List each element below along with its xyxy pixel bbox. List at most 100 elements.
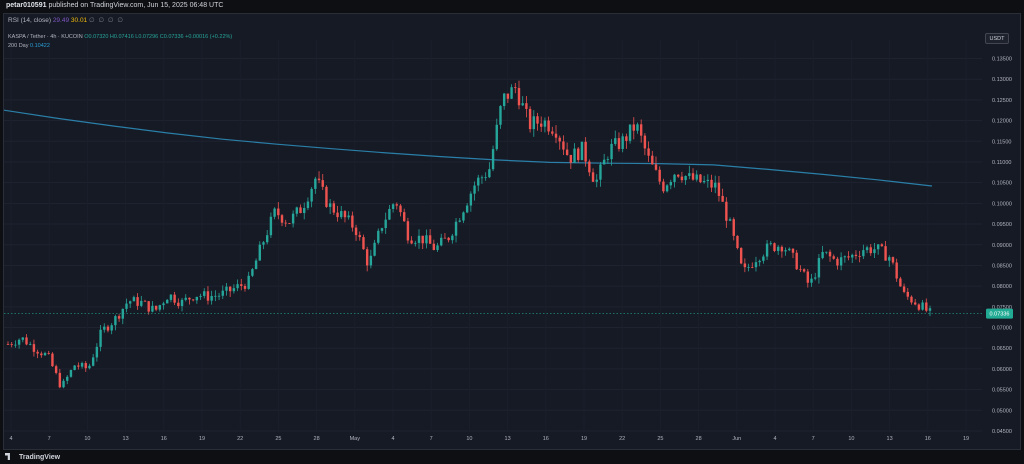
candle — [554, 125, 558, 144]
candle-body — [47, 353, 50, 354]
candle — [258, 241, 261, 261]
x-tick-label: 22 — [237, 436, 243, 442]
candle-body — [10, 344, 13, 345]
candle-body — [536, 116, 539, 124]
candle-body — [265, 235, 269, 243]
candle-body — [913, 302, 917, 305]
candle — [625, 133, 628, 149]
candle — [525, 95, 528, 118]
candle — [103, 323, 106, 333]
candlestick-chart[interactable]: 0.13500 0.13000 0.12500 0.12000 0.11500 0.110… — [0, 0, 1024, 450]
candle-body — [369, 255, 373, 266]
candle — [732, 217, 735, 241]
candle — [802, 268, 806, 273]
candle-body — [299, 207, 302, 214]
candle — [180, 297, 184, 312]
symbol-label[interactable]: KASPA / Tether · 4h · KUCOIN — [8, 34, 83, 40]
y-tick-label: 0.06500 — [992, 346, 1012, 352]
candle — [773, 242, 776, 253]
candle-body — [669, 181, 673, 186]
candle-body — [810, 278, 813, 283]
candle — [517, 80, 521, 110]
candle — [228, 286, 232, 297]
candle — [614, 130, 617, 146]
candle-body — [828, 251, 832, 257]
y-axis: 0.13500 0.13000 0.12500 0.12000 0.11500 0.110… — [992, 57, 1012, 436]
candle-body — [236, 284, 239, 289]
candle — [188, 297, 191, 305]
candle-body — [147, 301, 150, 312]
candle — [132, 295, 136, 302]
candle — [673, 173, 676, 188]
candle — [899, 276, 902, 287]
candle — [880, 243, 884, 247]
candle — [847, 251, 850, 261]
candle-body — [410, 240, 413, 244]
candle-body — [662, 181, 665, 192]
candle — [528, 106, 532, 133]
candle-body — [388, 208, 391, 220]
candle — [73, 365, 76, 371]
candle-body — [832, 256, 835, 259]
candle-body — [595, 179, 598, 182]
candle-body — [177, 302, 180, 307]
x-tick-label: 13 — [123, 436, 129, 442]
candle-body — [314, 178, 317, 189]
candle-body — [743, 263, 747, 268]
candle — [166, 298, 169, 304]
candle-body — [73, 365, 76, 371]
candle — [365, 246, 369, 272]
tradingview-logo[interactable]: TradingView — [5, 453, 60, 462]
candle-body — [106, 326, 110, 331]
author-name[interactable]: petar010591 — [6, 2, 47, 9]
candle — [451, 233, 454, 244]
candle — [510, 84, 513, 100]
candle — [362, 234, 365, 250]
candle-body — [214, 295, 217, 297]
candle — [377, 228, 380, 245]
candle-body — [443, 237, 447, 239]
candle — [910, 295, 913, 305]
rsi-indicator[interactable]: RSI (14, close) 29.49 30.01 ∅ ∅ ∅ ∅ — [8, 16, 124, 25]
candle-body — [747, 267, 750, 268]
currency-button[interactable]: USDT — [985, 33, 1009, 44]
candle-body — [365, 249, 369, 266]
candles-layer — [6, 80, 932, 389]
candle — [736, 235, 739, 250]
candle — [128, 300, 132, 309]
candle-body — [625, 136, 628, 141]
candle-body — [817, 258, 821, 278]
candle-body — [706, 179, 710, 181]
indicator-settings-icon[interactable]: ∅ ∅ ∅ ∅ — [89, 17, 125, 24]
candle-body — [225, 286, 228, 291]
candle — [839, 252, 843, 271]
candle-body — [425, 235, 428, 244]
candle-body — [543, 120, 547, 127]
candle — [432, 239, 436, 251]
candle-body — [228, 286, 232, 292]
candle-body — [206, 291, 210, 301]
candle — [77, 362, 80, 370]
candle — [725, 197, 728, 228]
candle-body — [899, 278, 902, 287]
candle-body — [591, 172, 595, 182]
candle — [873, 243, 876, 258]
candle-body — [854, 254, 858, 257]
candle — [739, 247, 743, 265]
candle — [36, 349, 39, 359]
candle — [303, 202, 306, 220]
candle-body — [354, 227, 358, 236]
candle — [158, 304, 162, 312]
candle — [817, 254, 821, 284]
candle-body — [240, 284, 243, 287]
candle — [821, 245, 824, 260]
candle — [336, 205, 339, 222]
candle-body — [795, 252, 798, 270]
candle-body — [547, 120, 550, 132]
x-tick-label: 16 — [543, 436, 549, 442]
candle-body — [910, 296, 913, 303]
candle — [921, 300, 924, 311]
x-tick-label: 19 — [963, 436, 969, 442]
candle — [662, 178, 665, 194]
candle-body — [606, 159, 610, 160]
